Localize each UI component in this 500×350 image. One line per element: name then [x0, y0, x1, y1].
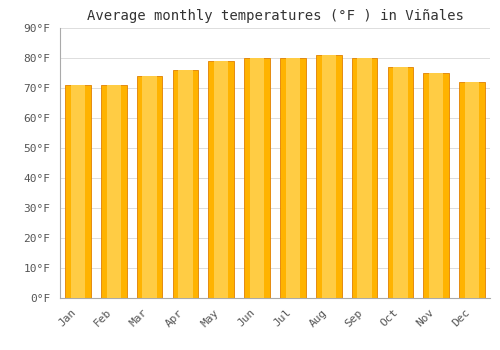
Bar — [142, 76, 156, 298]
Bar — [286, 58, 300, 298]
Bar — [429, 73, 444, 298]
Bar — [136, 76, 162, 298]
Bar — [106, 85, 121, 298]
Title: Average monthly temperatures (°F ) in Viñales: Average monthly temperatures (°F ) in Vi… — [86, 9, 464, 23]
Bar — [178, 70, 192, 298]
Bar — [358, 58, 372, 298]
Bar — [465, 82, 479, 298]
Bar — [65, 85, 91, 298]
Bar — [394, 67, 407, 298]
Bar — [388, 67, 413, 298]
Bar — [250, 58, 264, 298]
Bar — [172, 70, 199, 298]
Bar — [322, 55, 336, 298]
Bar — [214, 61, 228, 297]
Bar — [280, 58, 306, 298]
Bar — [352, 58, 378, 298]
Bar — [459, 82, 485, 298]
Bar — [424, 73, 449, 298]
Bar — [71, 85, 85, 298]
Bar — [208, 61, 234, 297]
Bar — [316, 55, 342, 298]
Bar — [101, 85, 126, 298]
Bar — [244, 58, 270, 298]
